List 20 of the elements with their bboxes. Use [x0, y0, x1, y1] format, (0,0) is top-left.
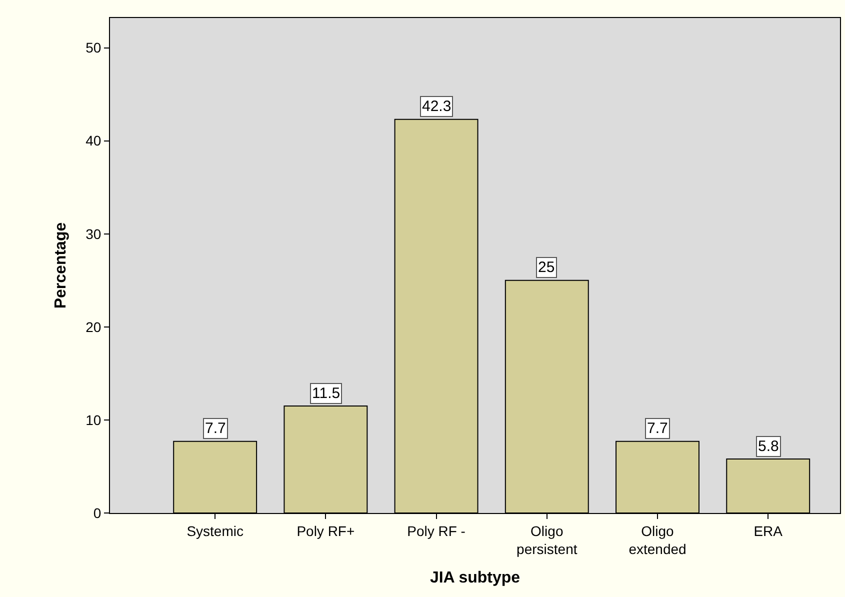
x-tick-label: Oligo persistent: [516, 522, 578, 557]
data-label: 5.8: [758, 438, 779, 455]
x-tick-label: Poly RF -: [407, 522, 466, 539]
y-tick-label: 50: [86, 40, 102, 56]
x-axis-title: JIA subtype: [430, 570, 520, 587]
y-tick-label: 10: [86, 412, 102, 428]
y-tick-label: 20: [86, 318, 102, 335]
y-axis-title: Percentage: [52, 222, 70, 309]
data-label: 25: [538, 259, 555, 276]
x-tick-label: Systemic: [186, 522, 244, 539]
y-tick-label: 40: [86, 132, 102, 149]
data-label: 42.3: [422, 98, 452, 115]
data-label: 7.7: [205, 420, 226, 437]
x-tick-label: Oligo extended: [628, 522, 686, 557]
data-label: 7.7: [647, 420, 668, 437]
y-tick-label: 30: [86, 226, 102, 242]
x-tick-label: Poly RF+: [296, 522, 355, 539]
y-tick-label: 0: [93, 504, 102, 521]
x-tick-label: ERA: [754, 522, 784, 539]
data-label: 11.5: [312, 385, 340, 402]
